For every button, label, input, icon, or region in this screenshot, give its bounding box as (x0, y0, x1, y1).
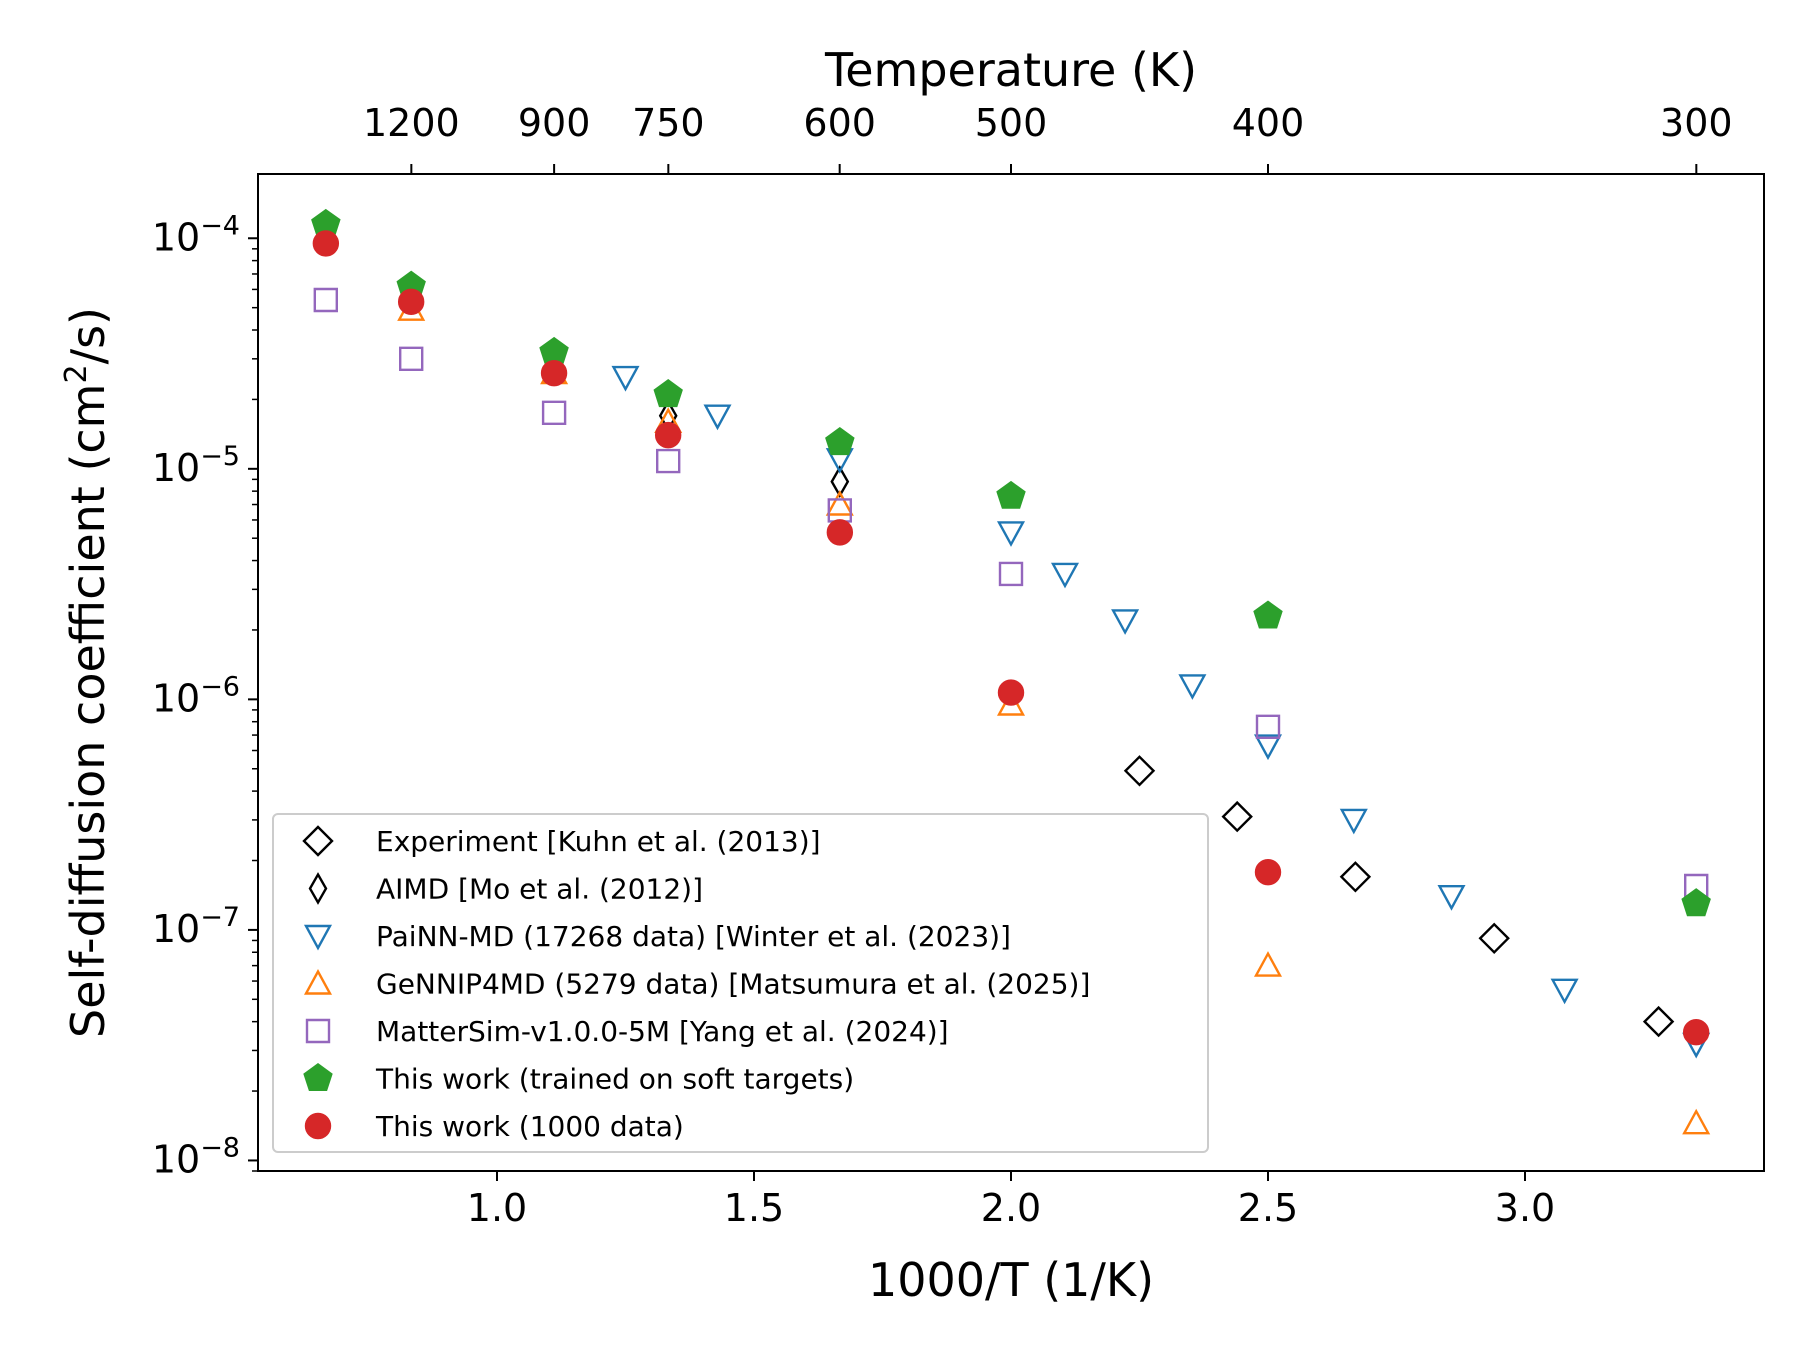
data-point (826, 519, 854, 546)
data-point (1478, 922, 1510, 954)
legend: Experiment [Kuhn et al. (2013)] AIMD [Mo … (272, 813, 1209, 1153)
x-tick-label: 2.5 (1238, 1186, 1298, 1230)
data-point (1123, 755, 1156, 787)
data-point (397, 288, 425, 316)
data-point (996, 480, 1026, 509)
data-point (1550, 978, 1579, 1005)
y-tick-label: 10−4 (152, 210, 240, 259)
legend-marker (303, 968, 333, 995)
data-point (653, 379, 683, 408)
y-tick-label: 10−6 (152, 671, 240, 720)
y-tick-label: 10−8 (152, 1132, 240, 1181)
series-4 (313, 287, 1709, 899)
data-point (1178, 674, 1207, 700)
data-point (1254, 858, 1282, 886)
legend-label: This work (trained on soft targets) (375, 1063, 854, 1096)
data-point (827, 498, 852, 523)
x-tick-label: 1.5 (724, 1186, 784, 1230)
data-point (1682, 1018, 1710, 1046)
legend-marker (303, 1063, 333, 1092)
data-point (399, 346, 424, 371)
x-tick-label: 1.0 (467, 1186, 527, 1230)
legend-box (272, 813, 1209, 1153)
legend-label: This work (1000 data) (375, 1110, 684, 1143)
legend-label: AIMD [Mo et al. (2012)] (376, 873, 703, 906)
data-point (611, 365, 640, 392)
legend-label: Experiment [Kuhn et al. (2013)] (376, 825, 821, 858)
data-point (1681, 888, 1711, 917)
data-point (1339, 861, 1372, 893)
top-tick-label: 300 (1660, 101, 1733, 145)
legend-marker (308, 872, 328, 905)
data-point (825, 427, 855, 456)
y-axis-title: Self-diffusion coefficient (cm2/s) (59, 307, 115, 1038)
legend-marker (304, 1112, 332, 1140)
data-point (1253, 951, 1283, 977)
data-marks (311, 208, 1711, 1135)
data-point (541, 400, 567, 425)
x-tick-label: 3.0 (1495, 1186, 1555, 1230)
series-0 (1123, 755, 1675, 1038)
data-point (1255, 714, 1281, 739)
data-point (998, 561, 1024, 587)
data-point (656, 448, 681, 474)
data-point (1050, 562, 1080, 589)
legend-label: PaiNN-MD (17268 data) [Winter et al. (20… (376, 920, 1011, 953)
legend-marker (303, 924, 333, 951)
axes: 1.0 1.5 2.0 2.5 3.0 1200 900 750 600 500 400 300 10−… (152, 101, 1733, 1230)
y-tick-label: 10−7 (152, 902, 240, 951)
data-point (1642, 1005, 1675, 1038)
legend-marker (302, 825, 334, 857)
data-point (1253, 600, 1283, 629)
data-point (312, 230, 340, 257)
series-2 (611, 365, 1711, 1059)
legend-label: MatterSim-v1.0.0-5M [Yang et al. (2024)] (376, 1015, 949, 1048)
data-point (1221, 800, 1253, 833)
data-point (654, 421, 682, 449)
x-tick-label: 2.0 (981, 1186, 1041, 1230)
data-point (1682, 1108, 1711, 1135)
top-tick-label: 900 (518, 101, 591, 145)
legend-label: GeNNIP4MD (5279 data) [Matsumura et al. … (376, 968, 1090, 1001)
top-tick-label: 500 (975, 101, 1048, 145)
top-tick-label: 750 (632, 101, 705, 145)
series-1 (316, 216, 850, 499)
data-point (1437, 885, 1466, 911)
data-point (539, 336, 569, 365)
top-tick-label: 400 (1232, 101, 1305, 145)
x-axis-title: 1000/T (1/K) (868, 1253, 1154, 1307)
data-point (830, 465, 850, 499)
data-point (313, 287, 338, 313)
data-point (997, 679, 1025, 706)
data-point (1339, 808, 1368, 835)
y-tick-label: 10−5 (152, 441, 240, 490)
data-point (703, 404, 732, 431)
data-point (825, 489, 854, 516)
legend-marker (305, 1018, 331, 1044)
data-point (1253, 734, 1283, 761)
top-axis-title: Temperature (K) (824, 43, 1197, 97)
top-tick-label: 1200 (363, 101, 460, 145)
data-point (540, 359, 568, 387)
data-point (996, 521, 1026, 547)
top-tick-label: 600 (803, 101, 876, 145)
series-6 (312, 230, 1710, 1046)
data-point (1111, 609, 1140, 635)
